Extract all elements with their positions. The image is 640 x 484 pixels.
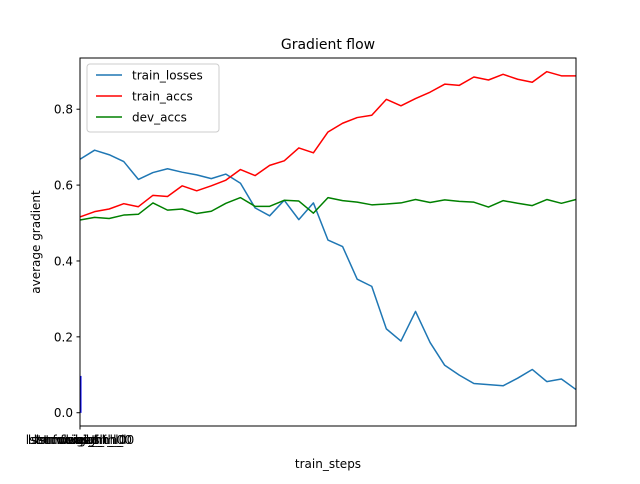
- x-tick-label: fc.bias: [60, 433, 99, 447]
- series-lines-layer: [79, 70, 577, 391]
- x-tick-label: lstm.weight_hh_l0: [26, 433, 134, 447]
- x-axis-ticks: lstm.weight_ih_l0lstm.weight_hh_l0lstm.b…: [26, 426, 134, 447]
- x-axis-label: train_steps: [295, 457, 361, 471]
- x-tick-label: lstm.bias_hh_l0: [34, 433, 127, 447]
- y-tick-label: 0.2: [54, 330, 73, 344]
- legend: train_losses train_accs dev_accs: [86, 63, 220, 133]
- y-tick-label: 0.4: [54, 254, 73, 268]
- x-tick-label: lstm.bias_ih_l0: [36, 433, 124, 447]
- chart-title: Gradient flow: [281, 37, 375, 53]
- gradient-bar: [80, 375, 82, 413]
- axes-frame: [79, 57, 577, 427]
- series-line-dev-accs: [79, 196, 577, 221]
- series-line-train-accs: [79, 70, 576, 218]
- legend-box: [86, 63, 220, 133]
- y-axis-ticks: 0.0 0.2 0.4 0.6 0.8: [54, 103, 80, 420]
- y-tick-label: 0.0: [54, 406, 73, 420]
- y-tick-label: 0.8: [54, 103, 73, 117]
- y-axis-label: average gradient: [29, 190, 43, 294]
- gradient-bar: [80, 405, 82, 413]
- legend-label: dev_accs: [132, 111, 187, 125]
- legend-label: train_losses: [132, 69, 203, 83]
- bar-overlay-layer: [80, 375, 82, 413]
- series-line-train-losses: [79, 149, 577, 391]
- x-tick-label: lstm.weight_ih_l0: [28, 433, 132, 447]
- x-tick-label: fc.weight: [52, 433, 107, 447]
- y-tick-label: 0.6: [54, 179, 73, 193]
- legend-label: train_accs: [132, 90, 193, 104]
